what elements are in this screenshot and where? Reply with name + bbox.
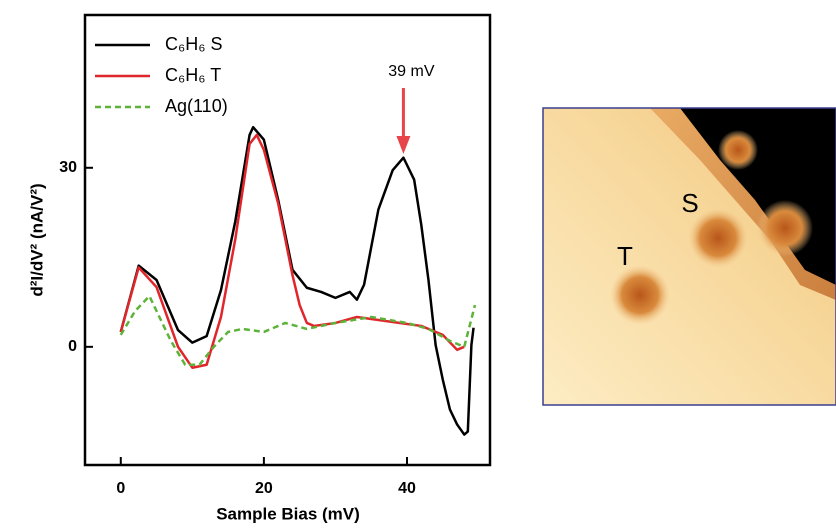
- series-line: [119, 125, 475, 436]
- image-label: T: [617, 241, 633, 271]
- annotation-text: 39 mV: [388, 63, 435, 80]
- series-line: [119, 294, 477, 366]
- plot-frame: [83, 13, 492, 467]
- x-tick-label: 40: [398, 480, 416, 497]
- legend-label: C₆H₆ T: [165, 65, 221, 85]
- y-tick-label: 30: [59, 159, 77, 176]
- legend-label: Ag(110): [165, 96, 228, 116]
- x-axis-label: Sample Bias (mV): [216, 504, 360, 523]
- stm-image: [543, 108, 836, 405]
- annotation-arrowhead: [396, 136, 411, 154]
- legend-label: C₆H₆ S: [165, 34, 223, 54]
- y-tick-label: 0: [68, 338, 77, 355]
- image-frame: [542, 107, 836, 406]
- x-tick-label: 20: [255, 480, 273, 497]
- y-axis-label: d²I/dV² (nA/V²): [27, 183, 46, 296]
- image-label: S: [681, 188, 698, 218]
- x-tick-label: 0: [116, 480, 125, 497]
- series-line: [119, 133, 465, 369]
